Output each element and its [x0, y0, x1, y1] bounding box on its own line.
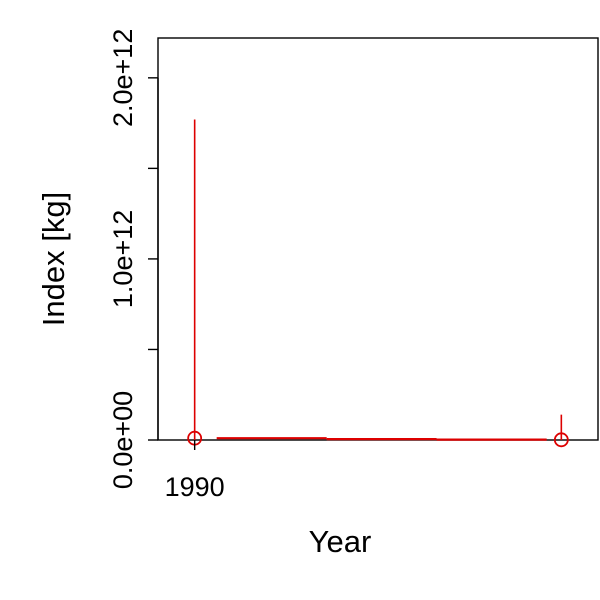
y-tick-label: 1.0e+12 [108, 210, 138, 308]
series-layer [187, 119, 569, 448]
y-axis-label: Index [kg] [36, 192, 71, 326]
plot-frame [157, 37, 599, 441]
y-tick-label: 2.0e+12 [108, 29, 138, 127]
x-tick-label: 1990 [165, 472, 225, 502]
x-axis-label: Year [309, 524, 372, 559]
y-tick-label: 0.0e+00 [108, 391, 138, 489]
data-point [553, 432, 569, 448]
y-axis: 0.0e+00 1.0e+12 2.0e+12 [108, 29, 159, 489]
x-axis: 1990 [165, 440, 225, 502]
